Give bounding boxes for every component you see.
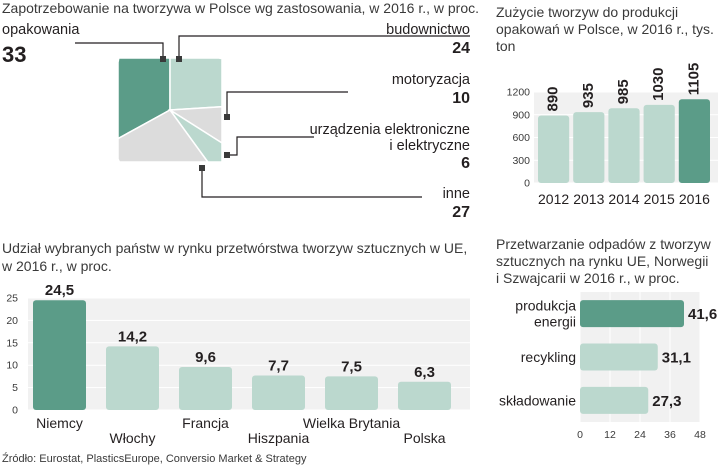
pie-value-urzadzenia: 6 [461, 155, 470, 172]
packaging-chart-title-line3: ton [496, 38, 516, 54]
bar-value-label: 31,1 [662, 350, 691, 367]
bar-value-label: 7,5 [341, 358, 362, 375]
bar-value-label: 14,2 [118, 328, 147, 345]
bar-niemcy [33, 300, 86, 410]
x-tick-label: 36 [664, 429, 676, 441]
pie-label-motoryzacja: motoryzacja [391, 72, 470, 88]
pie-leader-budownictwo [178, 35, 470, 57]
bar-francja [179, 366, 232, 410]
x-tick-label: 2014 [608, 191, 639, 207]
x-tick-label: Francja [182, 415, 229, 431]
bar-value-label: 7,7 [268, 358, 289, 375]
waste-chart-title-line1: Przetwarzanie odpadów z tworzyw [496, 236, 711, 252]
pie-value-motoryzacja: 10 [452, 90, 470, 107]
pie-marker-motoryzacja [224, 114, 230, 120]
bar-value-label: 935 [580, 83, 597, 108]
y-tick-label: 1200 [507, 87, 531, 99]
y-tick-label: 900 [512, 109, 530, 121]
x-tick-label: 2012 [538, 191, 569, 207]
countries-chart-title-line2: w 2016 r., w proc. [2, 258, 112, 274]
bar-2016 [678, 99, 710, 183]
pie-label-urzadzenia-line2: i elektryczne [389, 138, 470, 154]
y-tick-label: 20 [6, 315, 18, 327]
pie-marker-opakowania [160, 56, 166, 62]
bar-2012 [538, 115, 570, 183]
pie-leader-inne [201, 168, 422, 198]
pie-label-budownictwo: budownictwo [386, 22, 470, 38]
y-tick-label: 15 [6, 337, 18, 349]
y-tick-label: 5 [12, 382, 18, 394]
y-tick-label: 600 [512, 132, 530, 144]
y-tick-label: produkcja [515, 298, 576, 314]
bar-wlochy [106, 346, 159, 410]
pie-value-opakowania: 33 [2, 42, 27, 67]
y-tick-label: 25 [6, 293, 18, 305]
pie-chart-title: Zapotrzebowanie na tworzywa w Polsce wg … [2, 0, 480, 16]
pie-slice-urzadzenia-elektroniczne-i-elektryczne [169, 109, 223, 163]
bar-value-label: 890 [545, 86, 562, 111]
y-tick-label: 0 [12, 405, 18, 417]
pie-value-inne: 27 [452, 204, 470, 221]
pie-marker-budownictwo [176, 56, 182, 62]
pie-slice-inne [117, 109, 210, 163]
bar-value-label: 1030 [650, 68, 667, 101]
pie-marker-inne [199, 165, 205, 171]
x-tick-label: 0 [577, 429, 583, 441]
y-tick-label: 0 [524, 178, 530, 190]
x-tick-label: Wielka Brytania [303, 415, 400, 431]
pie-leader-urzadzenia [227, 136, 314, 156]
bar-value-label: 41,6 [688, 306, 717, 323]
bar-polska [398, 381, 451, 410]
x-tick-label: Niemcy [36, 415, 83, 431]
plot-background [28, 298, 470, 410]
pie-label-urzadzenia-line1: urządzenia elektroniczne [309, 122, 470, 138]
x-tick-label: Polska [403, 430, 445, 446]
x-tick-label: Hiszpania [248, 430, 310, 446]
y-tick-label: 10 [6, 360, 18, 372]
bar-wielka-brytania [325, 376, 378, 410]
x-tick-label: 2013 [573, 191, 604, 207]
y-tick-label: 300 [512, 155, 530, 167]
packaging-chart-title-line1: Zużycie tworzyw do produkcji [496, 4, 679, 20]
x-tick-label: Włochy [110, 430, 156, 446]
pie-value-budownictwo: 24 [452, 40, 470, 57]
y-tick-label: składowanie [499, 392, 576, 408]
bar-value-label: 9,6 [195, 349, 216, 366]
bar-recykling [580, 343, 658, 371]
pie-label-opakowania: opakowania [2, 22, 80, 38]
x-tick-label: 2016 [679, 191, 710, 207]
bar-value-label: 985 [615, 79, 632, 104]
pie-label-inne: inne [442, 186, 470, 202]
bar-hiszpania [252, 375, 305, 410]
pie-slice-opakowania [117, 57, 171, 140]
pie-marker-urzadzenia [224, 152, 230, 158]
x-tick-label: 48 [694, 429, 706, 441]
bar-value-label: 24,5 [45, 282, 74, 299]
x-tick-label: 24 [634, 429, 646, 441]
bar-value-label: 1105 [685, 63, 702, 96]
bar-skladowanie [580, 386, 649, 414]
x-tick-label: 12 [604, 429, 616, 441]
y-tick-label: energii [534, 314, 576, 330]
source-note: Źródło: Eurostat, PlasticsEurope, Conver… [2, 453, 307, 465]
pie-leader-opakowania [75, 42, 164, 57]
bar-2013 [573, 112, 605, 183]
y-tick-label: recykling [521, 349, 576, 365]
bar-value-label: 6,3 [414, 364, 435, 381]
waste-chart-title-line2: sztucznych na rynku UE, Norwegii [496, 253, 709, 269]
packaging-chart-title-line2: opakowań w Polsce, w 2016 r., tys. [496, 21, 714, 37]
bar-2015 [643, 104, 675, 183]
pie-leader-motoryzacja [226, 91, 348, 115]
bar-produkcja-energii [580, 300, 684, 328]
waste-chart-title-line3: i Szwajcarii w 2016 r., w proc. [496, 270, 680, 286]
bar-value-label: 27,3 [652, 393, 681, 410]
bar-2014 [608, 108, 640, 183]
x-tick-label: 2015 [644, 191, 675, 207]
countries-chart-title-line1: Udział wybranych państw w rynku przetwór… [2, 240, 468, 256]
